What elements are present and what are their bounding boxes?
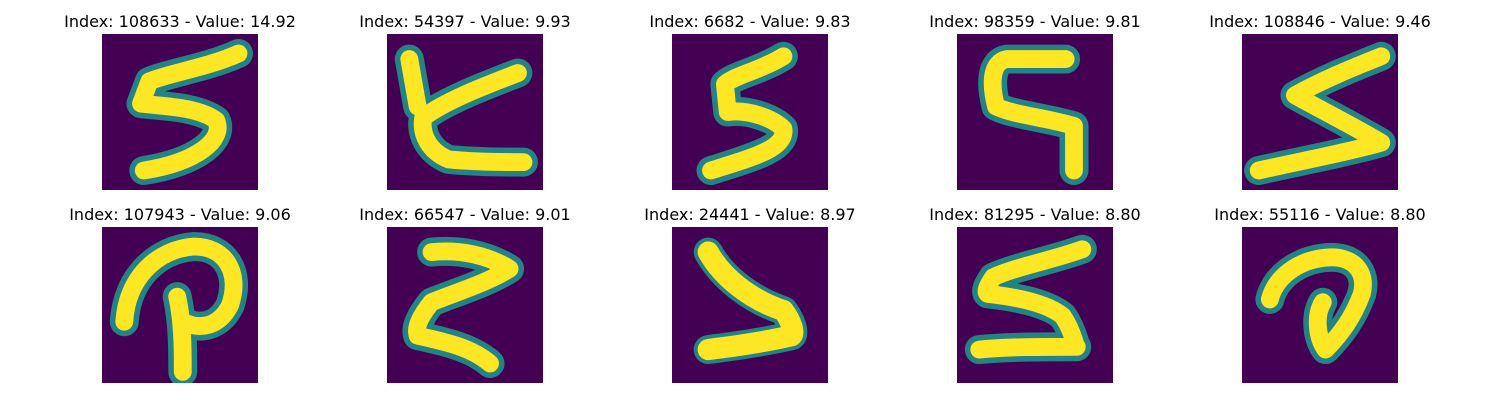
panel-title: Index: 54397 - Value: 9.93 bbox=[359, 12, 571, 31]
digit-image bbox=[1242, 227, 1398, 383]
digit-image bbox=[672, 227, 828, 383]
panel-title: Index: 24441 - Value: 8.97 bbox=[644, 205, 856, 224]
panel-title: Index: 81295 - Value: 8.80 bbox=[929, 205, 1141, 224]
panel-4: Index: 98359 - Value: 9.81 bbox=[905, 12, 1165, 202]
panel-8: Index: 24441 - Value: 8.97 bbox=[620, 205, 880, 395]
panel-5: Index: 108846 - Value: 9.46 bbox=[1190, 12, 1450, 202]
panel-2: Index: 54397 - Value: 9.93 bbox=[335, 12, 595, 202]
digit-image bbox=[102, 34, 258, 190]
digit-image bbox=[672, 34, 828, 190]
panel-title: Index: 66547 - Value: 9.01 bbox=[359, 205, 571, 224]
digit-image bbox=[957, 227, 1113, 383]
panel-title: Index: 108846 - Value: 9.46 bbox=[1209, 12, 1431, 31]
digit-image bbox=[387, 34, 543, 190]
digit-image bbox=[1242, 34, 1398, 190]
panel-6: Index: 107943 - Value: 9.06 bbox=[50, 205, 310, 395]
panel-9: Index: 81295 - Value: 8.80 bbox=[905, 205, 1165, 395]
panel-title: Index: 6682 - Value: 9.83 bbox=[649, 12, 851, 31]
panel-title: Index: 98359 - Value: 9.81 bbox=[929, 12, 1141, 31]
panel-1: Index: 108633 - Value: 14.92 bbox=[50, 12, 310, 202]
panel-7: Index: 66547 - Value: 9.01 bbox=[335, 205, 595, 395]
panel-10: Index: 55116 - Value: 8.80 bbox=[1190, 205, 1450, 395]
panel-3: Index: 6682 - Value: 9.83 bbox=[620, 12, 880, 202]
panel-title: Index: 108633 - Value: 14.92 bbox=[64, 12, 296, 31]
panel-title: Index: 55116 - Value: 8.80 bbox=[1214, 205, 1426, 224]
digit-image bbox=[102, 227, 258, 383]
panel-title: Index: 107943 - Value: 9.06 bbox=[69, 205, 291, 224]
digit-image bbox=[387, 227, 543, 383]
digit-image bbox=[957, 34, 1113, 190]
